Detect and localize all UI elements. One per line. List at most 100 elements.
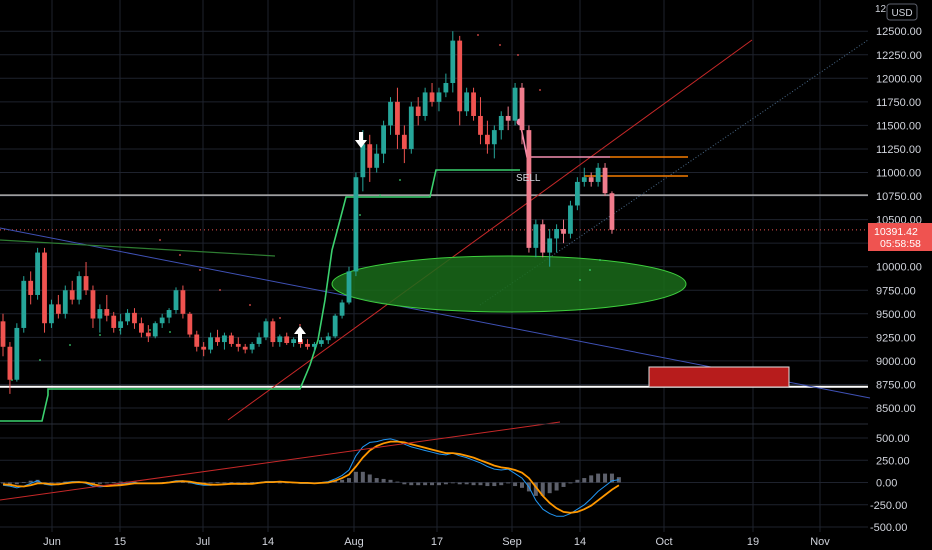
candle[interactable] — [263, 318, 269, 341]
candle-body — [111, 315, 117, 328]
candle[interactable] — [408, 101, 414, 154]
candle[interactable] — [498, 111, 504, 140]
candle[interactable] — [222, 332, 227, 350]
candle[interactable] — [595, 163, 601, 187]
candle[interactable] — [139, 317, 144, 338]
candle[interactable] — [581, 167, 587, 187]
macd-histogram-bar — [395, 481, 400, 483]
candle[interactable] — [14, 323, 20, 382]
candle[interactable] — [526, 125, 532, 253]
candle[interactable] — [235, 337, 241, 352]
support-zone-ellipse[interactable] — [331, 255, 687, 313]
candle[interactable] — [166, 308, 172, 324]
candle[interactable] — [159, 313, 165, 328]
candle[interactable] — [568, 200, 573, 239]
candle[interactable] — [21, 276, 27, 333]
candle[interactable] — [180, 285, 186, 319]
candle[interactable] — [284, 332, 290, 345]
candle[interactable] — [111, 311, 117, 333]
candle[interactable] — [415, 97, 421, 126]
candle[interactable] — [609, 191, 615, 234]
candle[interactable] — [249, 342, 255, 354]
candle[interactable] — [554, 224, 559, 253]
candle[interactable] — [187, 311, 193, 338]
candle[interactable] — [173, 287, 179, 314]
candle[interactable] — [429, 83, 435, 107]
candle[interactable] — [97, 304, 103, 333]
candle[interactable] — [491, 125, 497, 159]
candle[interactable] — [152, 321, 158, 339]
candle[interactable] — [312, 342, 317, 352]
candle[interactable] — [35, 247, 40, 300]
candle[interactable] — [83, 261, 89, 295]
candle[interactable] — [443, 73, 449, 98]
candle[interactable] — [62, 285, 68, 319]
candle[interactable] — [457, 35, 463, 126]
candle[interactable] — [270, 318, 276, 347]
candle[interactable] — [194, 330, 200, 352]
candle[interactable] — [374, 144, 380, 173]
candle[interactable] — [512, 83, 518, 126]
candle[interactable] — [395, 87, 400, 149]
candle[interactable] — [388, 97, 393, 135]
macd-trend-line[interactable] — [0, 421, 561, 501]
candle[interactable] — [505, 106, 511, 131]
candle[interactable] — [55, 294, 61, 319]
candle-body — [256, 337, 262, 344]
candle[interactable] — [450, 31, 456, 93]
candle[interactable] — [540, 219, 546, 258]
candle[interactable] — [42, 247, 47, 333]
candle[interactable] — [561, 219, 566, 244]
candle[interactable] — [471, 87, 476, 121]
candle[interactable] — [547, 229, 553, 267]
candle[interactable] — [0, 313, 6, 357]
candle[interactable] — [277, 334, 283, 347]
candle[interactable] — [201, 342, 207, 357]
candle[interactable] — [256, 332, 262, 347]
candle[interactable] — [7, 342, 13, 394]
candle[interactable] — [485, 120, 490, 154]
candle[interactable] — [533, 219, 539, 258]
candle[interactable] — [346, 266, 352, 305]
candle[interactable] — [436, 87, 442, 112]
macd-histogram-bar — [492, 482, 497, 487]
candle[interactable] — [464, 87, 470, 116]
candle[interactable] — [602, 163, 608, 197]
candle[interactable] — [76, 271, 82, 305]
candle[interactable] — [325, 332, 331, 344]
candle[interactable] — [104, 294, 110, 322]
candle[interactable] — [305, 339, 310, 350]
candle[interactable] — [318, 337, 324, 347]
candle[interactable] — [242, 343, 248, 354]
candle[interactable] — [381, 120, 386, 164]
candle[interactable] — [339, 299, 345, 319]
candle[interactable] — [367, 134, 373, 182]
candle[interactable] — [478, 97, 483, 145]
candle[interactable] — [291, 337, 297, 347]
candle[interactable] — [208, 332, 213, 354]
candle[interactable] — [132, 308, 137, 329]
time-tick-label: Jul — [196, 536, 210, 548]
candle[interactable] — [215, 329, 220, 346]
candle[interactable] — [332, 313, 338, 339]
candle[interactable] — [125, 309, 130, 326]
candle[interactable] — [422, 87, 428, 121]
candle[interactable] — [353, 172, 359, 277]
candle[interactable] — [145, 325, 151, 343]
candle[interactable] — [28, 271, 34, 305]
target-box[interactable] — [648, 366, 790, 388]
candle[interactable] — [588, 172, 594, 187]
macd-histogram-bar — [14, 482, 19, 485]
red-trend-line[interactable] — [227, 39, 753, 421]
candle[interactable] — [49, 299, 54, 328]
green-trend-line[interactable] — [0, 239, 276, 257]
candle[interactable] — [228, 332, 234, 347]
candle[interactable] — [519, 83, 525, 145]
candle[interactable] — [401, 125, 407, 164]
candle[interactable] — [574, 177, 580, 211]
candle[interactable] — [118, 313, 124, 335]
candle[interactable] — [90, 285, 96, 328]
currency-badge[interactable]: USD — [886, 3, 918, 21]
candle[interactable] — [69, 280, 75, 305]
